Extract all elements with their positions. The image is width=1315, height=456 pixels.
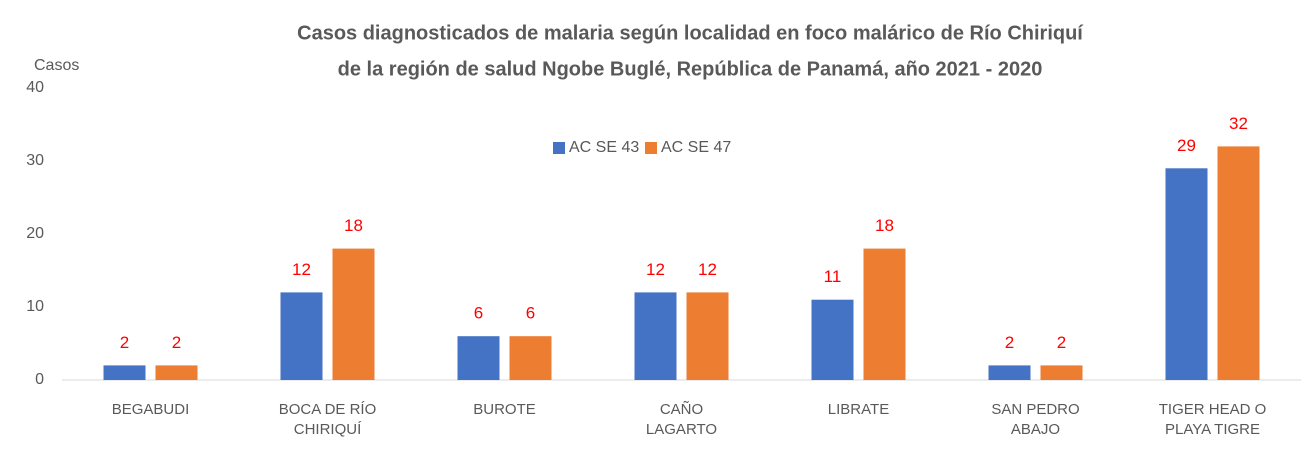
- bar: [811, 299, 854, 380]
- data-label: 12: [292, 260, 311, 279]
- bar: [1217, 146, 1260, 380]
- data-label: 18: [875, 216, 894, 235]
- bar: [457, 336, 500, 380]
- x-tick-label: CAÑO LAGARTO: [645, 401, 718, 438]
- data-label: 6: [474, 304, 483, 323]
- bar: [863, 248, 906, 380]
- x-tick-label: BEGABUDI: [111, 401, 190, 418]
- data-label: 6: [526, 304, 535, 323]
- x-tick-label: BUROTE: [473, 401, 536, 418]
- data-label: 2: [120, 333, 129, 352]
- bar: [634, 292, 677, 380]
- chart-title: de la región de salud Ngobe Buglé, Repúb…: [338, 58, 1043, 80]
- legend-swatch: [645, 142, 657, 154]
- y-tick-label: 30: [26, 152, 44, 169]
- bar: [1040, 365, 1083, 380]
- data-label: 32: [1229, 114, 1248, 133]
- bar: [988, 365, 1031, 380]
- data-label: 12: [646, 260, 665, 279]
- y-tick-label: 40: [26, 79, 44, 96]
- data-label: 11: [824, 267, 842, 286]
- x-tick-label: SAN PEDRO ABAJO: [991, 401, 1080, 438]
- bar: [155, 365, 198, 380]
- y-axis-label: Casos: [34, 57, 79, 74]
- data-label: 12: [698, 260, 717, 279]
- bar: [280, 292, 323, 380]
- x-tick-label: LIBRATE: [827, 401, 890, 418]
- data-label: 2: [172, 333, 181, 352]
- data-label: 18: [344, 216, 363, 235]
- x-tick-label: TIGER HEAD O PLAYA TIGRE: [1158, 401, 1267, 438]
- bar: [332, 248, 375, 380]
- legend-label: AC SE 43: [569, 139, 639, 156]
- data-label: 2: [1005, 333, 1014, 352]
- chart-title: Casos diagnosticados de malaria según lo…: [297, 22, 1084, 44]
- y-tick-label: 10: [26, 298, 44, 315]
- y-tick-label: 20: [26, 225, 44, 242]
- bar: [1165, 168, 1208, 380]
- bar: [686, 292, 729, 380]
- x-tick-label: BOCA DE RÍO CHIRIQUÍ: [278, 401, 377, 438]
- bar: [509, 336, 552, 380]
- legend-label: AC SE 47: [661, 139, 731, 156]
- data-label: 2: [1057, 333, 1066, 352]
- bar: [103, 365, 146, 380]
- y-tick-label: 0: [35, 371, 44, 388]
- legend-swatch: [553, 142, 565, 154]
- data-label: 29: [1177, 136, 1196, 155]
